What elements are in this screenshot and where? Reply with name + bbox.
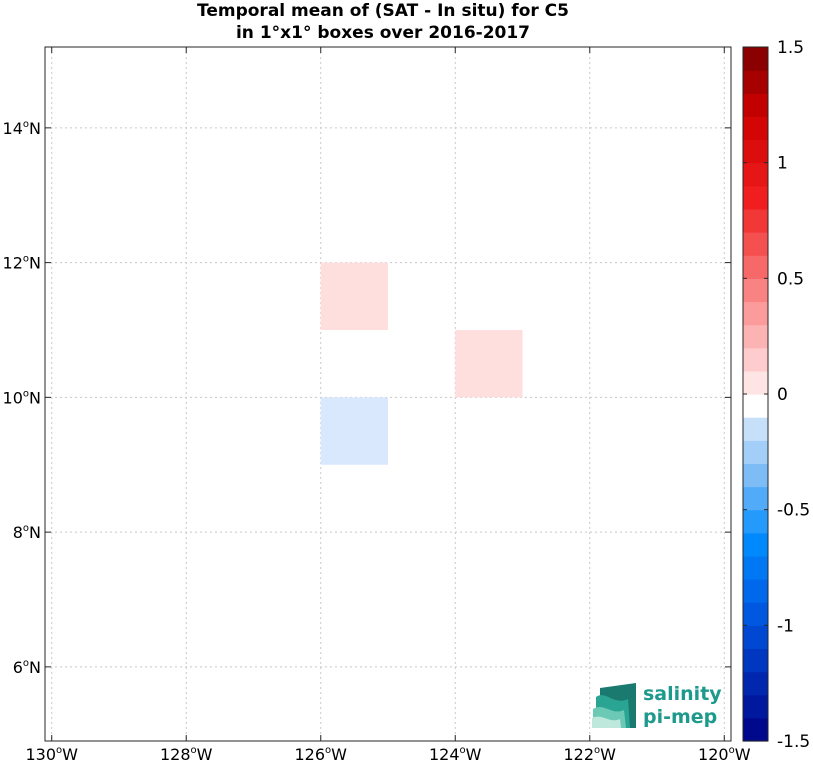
plot-frame xyxy=(44,46,732,742)
colorbar-swatch xyxy=(743,185,768,210)
x-tick-label: 128oW xyxy=(160,745,213,763)
logo-waves-icon xyxy=(592,683,636,728)
y-tick-label: 8oN xyxy=(13,523,41,542)
colorbar-swatch xyxy=(743,440,768,464)
plot-background xyxy=(45,47,731,741)
chart-title-line2: in 1°x1° boxes over 2016-2017 xyxy=(236,23,530,43)
logo-text-pi-mep: pi-mep xyxy=(643,706,717,728)
colorbar-swatch xyxy=(743,671,768,696)
data-cell xyxy=(320,262,388,330)
map-plot-area: 130oW 128oW 126oW 124oW 122oW 120oW 6oN 8oN 10oN… xyxy=(3,46,751,763)
colorbar-swatch xyxy=(743,555,768,580)
colorbar-swatch xyxy=(743,648,768,673)
data-cell xyxy=(320,397,388,465)
colorbar-swatches xyxy=(743,47,768,742)
colorbar-swatch xyxy=(743,47,768,71)
x-tick-label: 130oW xyxy=(25,745,78,763)
colorbar-swatch xyxy=(743,324,768,349)
colorbar-tick-label: 1 xyxy=(777,154,788,174)
x-tick-label: 120oW xyxy=(698,745,751,763)
axis-ticks: 130oW 128oW 126oW 124oW 122oW 120oW 6oN 8oN 10oN… xyxy=(3,47,751,763)
colorbar-swatch xyxy=(743,625,768,650)
colorbar-swatch xyxy=(743,162,768,187)
colorbar: 1.5 1 0.5 0 -0.5 -1 -1.5 xyxy=(742,38,810,752)
colorbar-swatch xyxy=(743,255,768,279)
colorbar-swatch xyxy=(743,116,768,141)
x-tick-label: 124oW xyxy=(429,745,482,763)
y-tick-label: 14oN xyxy=(3,119,41,138)
colorbar-tick-label: -1.5 xyxy=(777,732,810,752)
colorbar-swatch xyxy=(743,602,768,626)
colorbar-tick-label: -0.5 xyxy=(777,501,810,521)
colorbar-ticks: 1.5 1 0.5 0 -0.5 -1 -1.5 xyxy=(743,38,810,752)
colorbar-swatch xyxy=(743,486,768,511)
colorbar-tick-label: 1.5 xyxy=(777,38,804,58)
data-cell xyxy=(455,329,523,398)
colorbar-swatch xyxy=(743,532,768,557)
y-tick-label: 6oN xyxy=(13,658,41,677)
colorbar-tick-label: -1 xyxy=(777,616,794,636)
y-tick-label: 10oN xyxy=(3,388,41,407)
salinity-pi-mep-logo: salinity pi-mep xyxy=(592,683,722,728)
x-tick-label: 126oW xyxy=(294,745,347,763)
colorbar-swatch xyxy=(743,463,768,488)
colorbar-swatch xyxy=(743,370,768,395)
colorbar-swatch xyxy=(743,70,768,94)
chart-title-line1: Temporal mean of (SAT - In situ) for C5 xyxy=(197,1,569,21)
colorbar-swatch xyxy=(743,139,768,164)
colorbar-swatch xyxy=(743,694,768,719)
colorbar-swatch xyxy=(743,93,768,117)
logo-text-salinity: salinity xyxy=(643,683,722,705)
colorbar-swatch xyxy=(743,509,768,534)
colorbar-swatch xyxy=(743,278,768,303)
colorbar-tick-label: 0 xyxy=(777,385,788,405)
colorbar-tick-label: 0.5 xyxy=(777,269,804,289)
colorbar-swatch xyxy=(743,717,768,742)
data-cells xyxy=(320,262,523,465)
colorbar-swatch xyxy=(743,394,768,418)
colorbar-swatch xyxy=(743,301,768,326)
colorbar-swatch xyxy=(743,347,768,372)
y-tick-label: 12oN xyxy=(3,254,41,273)
colorbar-swatch xyxy=(743,417,768,441)
x-tick-label: 122oW xyxy=(564,745,617,763)
colorbar-swatch xyxy=(743,232,768,256)
colorbar-swatch xyxy=(743,579,768,603)
colorbar-swatch xyxy=(743,208,768,233)
